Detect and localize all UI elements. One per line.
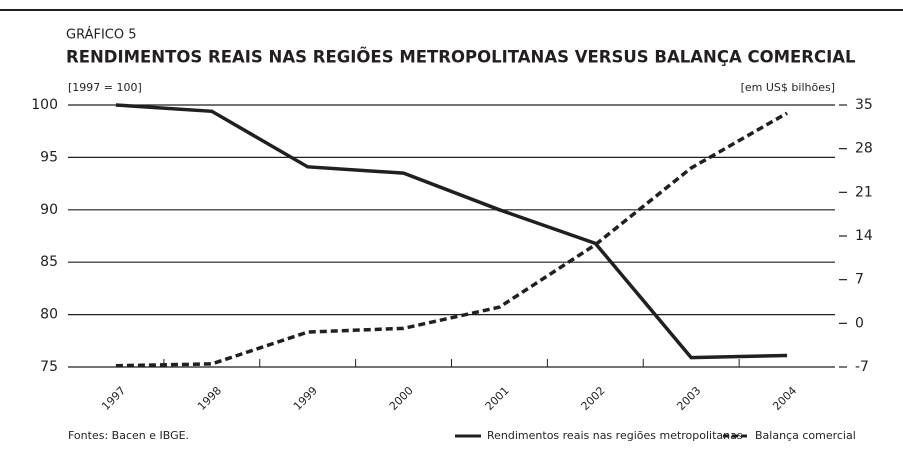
y2-tick-label: 21: [855, 184, 873, 200]
x-tick-label: 2004: [770, 384, 799, 413]
series-line: [115, 111, 788, 368]
y2-tick-label: 7: [855, 272, 864, 288]
y2-tick-label: 0: [855, 315, 864, 331]
x-tick-label: 2003: [674, 384, 703, 413]
chart-label: GRÁFICO 5: [66, 27, 137, 43]
chart-title: RENDIMENTOS REAIS NAS REGIÕES METROPOLIT…: [66, 48, 856, 67]
legend-label: Balança comercial: [755, 429, 856, 442]
y-tick-label: 95: [40, 149, 58, 165]
legend-label: Rendimentos reais nas regiões metropolit…: [487, 429, 743, 442]
x-tick-label: 2001: [483, 384, 512, 413]
y2-tick-label: 28: [855, 141, 873, 157]
y-tick-label: 85: [40, 254, 58, 270]
x-tick-label: 1997: [99, 384, 128, 413]
series-line: [115, 103, 788, 360]
x-tick-label: 1999: [291, 384, 320, 413]
y-axis-label: [1997 = 100]: [68, 81, 142, 94]
x-tick-label: 2002: [579, 384, 608, 413]
x-tick-label: 2000: [387, 384, 416, 413]
y-tick-label: 90: [40, 202, 58, 218]
x-tick-label: 1998: [195, 384, 224, 413]
y2-tick-label: 35: [855, 97, 873, 113]
y2-tick-label: -7: [855, 359, 869, 375]
y-tick-label: 100: [31, 97, 58, 113]
y2-tick-label: 14: [855, 228, 873, 244]
y-tick-label: 75: [40, 359, 58, 375]
y2-axis-label: [em US$ bilhões]: [741, 81, 835, 94]
source: Fontes: Bacen e IBGE.: [68, 429, 189, 442]
y-tick-label: 80: [40, 307, 58, 323]
